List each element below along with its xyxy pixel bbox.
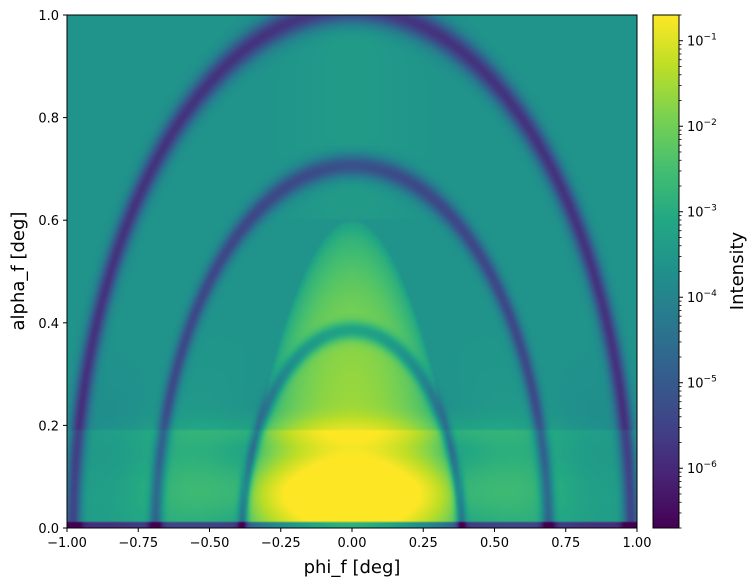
y-tick-label: 0.6 xyxy=(38,214,59,229)
x-axis-label: phi_f [deg] xyxy=(304,557,401,578)
colorbar-gradient xyxy=(653,15,679,528)
colorbar-tick-label: 10−6 xyxy=(687,460,717,477)
x-tick-label: −0.25 xyxy=(261,536,301,551)
colorbar-tick-label: 10−4 xyxy=(687,289,717,306)
x-tick-label: −1.00 xyxy=(47,536,87,551)
y-axis-label: alpha_f [deg] xyxy=(8,212,29,331)
x-axis: −1.00 −0.75 −0.50 −0.25 0.00 0.25 0.50 0.75 1.00 xyxy=(47,528,651,551)
x-tick-label: −0.75 xyxy=(118,536,158,551)
colorbar-label: Intensity xyxy=(727,231,748,310)
colorbar-tick-label: 10−2 xyxy=(687,118,717,135)
y-tick-label: 0.2 xyxy=(38,419,59,434)
x-tick-label: 1.00 xyxy=(623,536,652,551)
colorbar-ticks: 10−6 10−5 10−4 10−3 10−2 10−1 xyxy=(679,14,717,529)
colorbar-tick-label: 10−3 xyxy=(687,204,717,221)
x-tick-label: 0.00 xyxy=(338,536,367,551)
y-tick-label: 0.4 xyxy=(38,317,59,332)
y-tick-label: 1.0 xyxy=(38,9,59,24)
x-tick-label: 0.25 xyxy=(409,536,438,551)
x-tick-label: 0.50 xyxy=(480,536,509,551)
colorbar: 10−6 10−5 10−4 10−3 10−2 10−1 xyxy=(652,14,717,529)
y-tick-label: 0.8 xyxy=(38,112,59,127)
heatmap-image xyxy=(67,15,637,528)
x-tick-label: −0.50 xyxy=(190,536,230,551)
heatmap-plot-area xyxy=(66,14,638,529)
colorbar-tick-label: 10−5 xyxy=(687,375,717,392)
y-axis: 0.0 0.2 0.4 0.6 0.8 1.0 xyxy=(38,9,67,537)
y-tick-label: 0.0 xyxy=(38,522,59,537)
colorbar-tick-label: 10−1 xyxy=(687,33,717,50)
x-tick-label: 0.75 xyxy=(551,536,580,551)
